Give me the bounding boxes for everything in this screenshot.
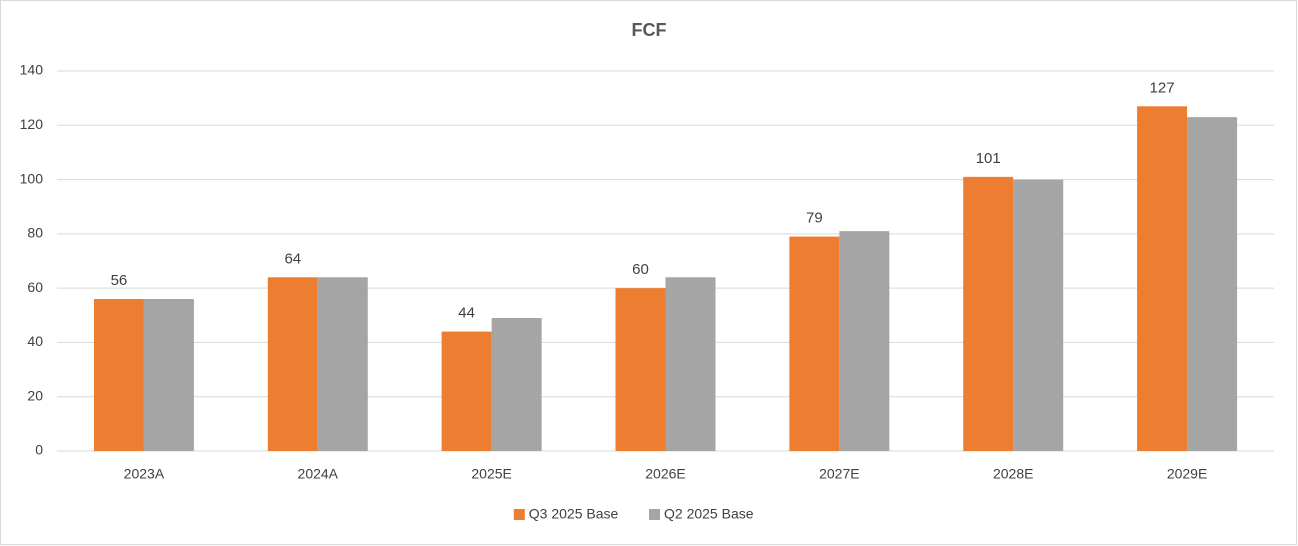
x-tick-label: 2028E [993, 466, 1033, 482]
y-tick-label: 80 [27, 225, 43, 241]
data-label: 44 [458, 305, 475, 322]
legend-label: Q3 2025 Base [529, 506, 619, 522]
y-tick-label: 100 [20, 170, 44, 186]
legend-swatch [513, 509, 525, 520]
bar [93, 299, 144, 451]
bar [789, 236, 840, 451]
bar [491, 318, 542, 451]
bar [317, 277, 368, 451]
legend-swatch [649, 509, 660, 520]
x-tick-label: 2026E [645, 466, 685, 482]
legend-label: Q2 2025 Base [664, 506, 754, 522]
bar [1013, 179, 1064, 452]
data-label: 127 [1150, 79, 1175, 96]
y-tick-label: 60 [27, 279, 43, 295]
bar [143, 299, 194, 451]
data-label: 101 [976, 150, 1001, 167]
y-tick-label: 40 [27, 333, 43, 349]
bar [267, 277, 318, 451]
x-tick-label: 2023A [124, 466, 165, 482]
bar [615, 288, 666, 451]
data-label: 56 [111, 272, 128, 289]
bar [839, 231, 890, 451]
y-tick-label: 140 [20, 62, 44, 78]
bar [1187, 117, 1238, 452]
x-tick-label: 2024A [298, 466, 339, 482]
bar [963, 176, 1014, 451]
y-tick-label: 120 [20, 116, 44, 132]
chart-title: FCF [632, 20, 667, 40]
x-tick-label: 2025E [471, 466, 511, 482]
bar [665, 277, 716, 451]
data-label: 79 [806, 210, 823, 227]
x-tick-label: 2029E [1167, 466, 1207, 482]
y-tick-label: 20 [27, 387, 43, 403]
data-label: 60 [632, 261, 649, 278]
bar [1137, 106, 1188, 452]
bar [441, 331, 492, 451]
data-label: 64 [284, 250, 301, 267]
y-tick-label: 0 [35, 442, 43, 458]
x-tick-label: 2027E [819, 466, 859, 482]
